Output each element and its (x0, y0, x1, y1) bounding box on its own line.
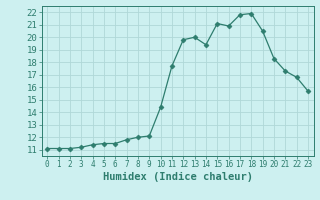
X-axis label: Humidex (Indice chaleur): Humidex (Indice chaleur) (103, 172, 252, 182)
